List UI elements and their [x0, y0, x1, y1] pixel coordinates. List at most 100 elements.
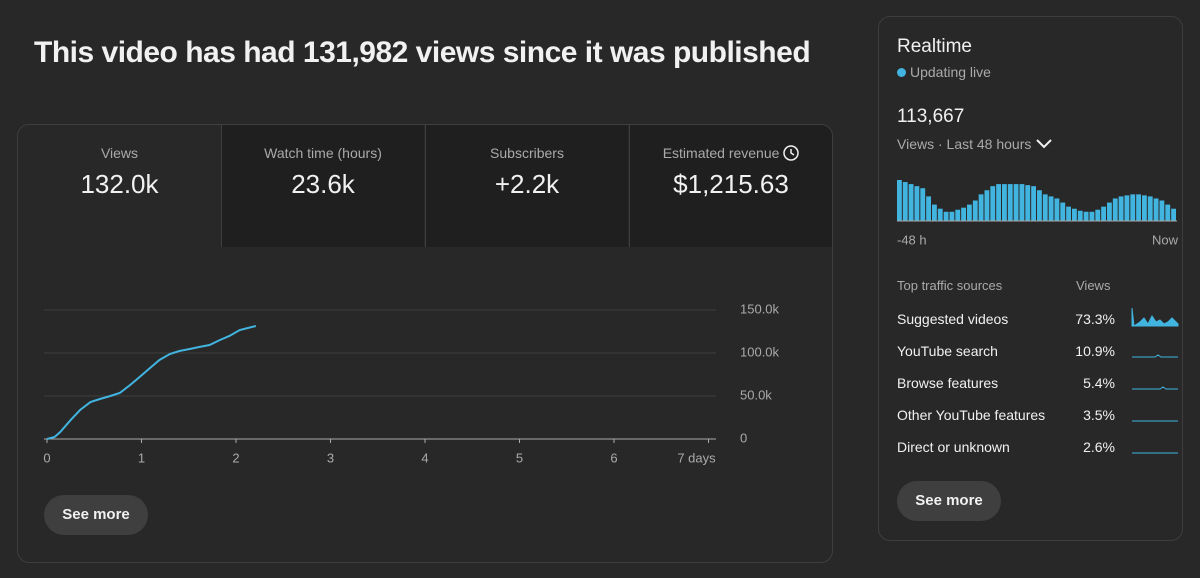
- realtime-bar: [1153, 198, 1159, 221]
- sparkline: [1132, 354, 1178, 358]
- views-line: [46, 325, 257, 440]
- metric-label: Subscribers: [490, 145, 564, 161]
- overview-card: Views 132.0k Watch time (hours) 23.6k Subs…: [17, 124, 833, 563]
- x-tick-label: 5: [516, 450, 523, 465]
- realtime-bar: [926, 196, 931, 221]
- realtime-bar: [1147, 196, 1153, 221]
- realtime-bar: [1089, 211, 1095, 221]
- realtime-bar: [1054, 198, 1060, 221]
- metric-value: +2.2k: [494, 169, 560, 199]
- traffic-source: Other YouTube features: [897, 407, 1046, 423]
- realtime-bar: [914, 186, 920, 221]
- realtime-bar: [1083, 211, 1089, 221]
- realtime-bar: [932, 204, 937, 221]
- traffic-share: 5.4%: [1083, 375, 1115, 391]
- realtime-bar: [1013, 184, 1019, 221]
- realtime-bar: [1002, 184, 1007, 221]
- realtime-bar: [1118, 196, 1124, 221]
- realtime-bar: [1042, 194, 1048, 221]
- realtime-end-label: Now: [1152, 232, 1179, 247]
- realtime-bar: [1095, 209, 1101, 221]
- traffic-header: Views: [1076, 278, 1111, 293]
- period-selector[interactable]: Views · Last 48 hours: [897, 136, 1053, 152]
- realtime-bar: [920, 188, 926, 221]
- realtime-bar: [1107, 202, 1112, 221]
- realtime-bar: [967, 204, 972, 221]
- metric-value: 132.0k: [80, 169, 159, 199]
- realtime-title: Realtime: [897, 36, 972, 57]
- realtime-bar: [978, 194, 984, 221]
- realtime-bar: [961, 207, 966, 221]
- traffic-share: 73.3%: [1075, 311, 1115, 327]
- metric-tab[interactable]: Watch time (hours) 23.6k: [221, 125, 424, 247]
- realtime-status: Updating live: [897, 64, 991, 80]
- traffic-share: 2.6%: [1083, 439, 1115, 455]
- realtime-bar: [897, 180, 902, 221]
- realtime-total: 113,667: [897, 106, 965, 127]
- realtime-bar: [1124, 195, 1130, 221]
- metric-label-text: Estimated revenue: [662, 145, 780, 161]
- metric-label: Watch time (hours): [264, 145, 382, 161]
- live-dot: [897, 68, 906, 77]
- realtime-bar: [1077, 210, 1083, 221]
- realtime-bar: [1112, 198, 1118, 221]
- realtime-bar: [908, 184, 914, 221]
- realtime-bar: [990, 186, 996, 221]
- realtime-bar: [1171, 208, 1176, 221]
- realtime-bar: [1159, 200, 1165, 221]
- metric-tab[interactable]: Subscribers +2.2k: [425, 125, 628, 247]
- chevron-icon: [1036, 139, 1052, 149]
- realtime-bar: [984, 190, 990, 221]
- metric-tab[interactable]: Views 132.0k: [18, 125, 221, 247]
- metric-value: $1,215.63: [673, 169, 789, 199]
- metric-label: Estimated revenue: [630, 145, 832, 161]
- info-icon[interactable]: [783, 145, 800, 161]
- see-more-button[interactable]: See more: [897, 481, 1001, 521]
- x-tick-label: 2: [232, 450, 239, 465]
- metric-tab[interactable]: Estimated revenue $1,215.63: [629, 125, 832, 247]
- metric-value: 23.6k: [291, 169, 355, 199]
- realtime-bar: [972, 200, 978, 221]
- realtime-bar: [1031, 186, 1036, 221]
- realtime-bar: [1025, 185, 1031, 221]
- realtime-bar: [1136, 194, 1141, 221]
- page-title: This video has had 131,982 views since i…: [34, 36, 811, 69]
- y-tick-label: 100.0k: [740, 344, 780, 359]
- y-tick-label: 0: [740, 430, 747, 445]
- x-tick-label: 6: [610, 450, 617, 465]
- traffic-source: YouTube search: [897, 343, 998, 359]
- realtime-bar: [1007, 184, 1013, 221]
- traffic-header: Top traffic sources: [897, 278, 1003, 293]
- realtime-bar: [955, 209, 961, 221]
- x-tick-label: 7 days: [677, 450, 716, 465]
- realtime-bar: [943, 211, 949, 221]
- y-tick-label: 50.0k: [740, 387, 772, 402]
- traffic-source: Browse features: [897, 375, 999, 391]
- sparkline: [1131, 307, 1179, 327]
- traffic-source: Direct or unknown: [897, 439, 1010, 455]
- traffic-share: 3.5%: [1083, 407, 1115, 423]
- x-tick-label: 3: [327, 450, 334, 465]
- realtime-bar: [937, 208, 943, 221]
- realtime-bar: [902, 182, 908, 221]
- period-text: Views · Last 48 hours: [897, 136, 1032, 152]
- sparkline: [1132, 386, 1178, 390]
- x-tick-label: 1: [138, 450, 145, 465]
- realtime-bar: [1142, 195, 1147, 221]
- traffic-share: 10.9%: [1075, 343, 1115, 359]
- see-more-button[interactable]: See more: [44, 495, 148, 535]
- realtime-bar: [1037, 190, 1042, 221]
- realtime-bar: [996, 184, 1001, 221]
- x-tick-label: 4: [421, 450, 428, 465]
- realtime-card: [878, 16, 1183, 541]
- realtime-bar: [1060, 202, 1066, 221]
- traffic-source: Suggested videos: [897, 311, 1009, 327]
- realtime-start-label: -48 h: [897, 232, 927, 247]
- realtime-bar: [949, 211, 955, 221]
- realtime-bar: [1165, 204, 1171, 221]
- realtime-bar: [1072, 208, 1077, 221]
- metric-label: Views: [100, 145, 139, 161]
- status-text: Updating live: [910, 64, 991, 80]
